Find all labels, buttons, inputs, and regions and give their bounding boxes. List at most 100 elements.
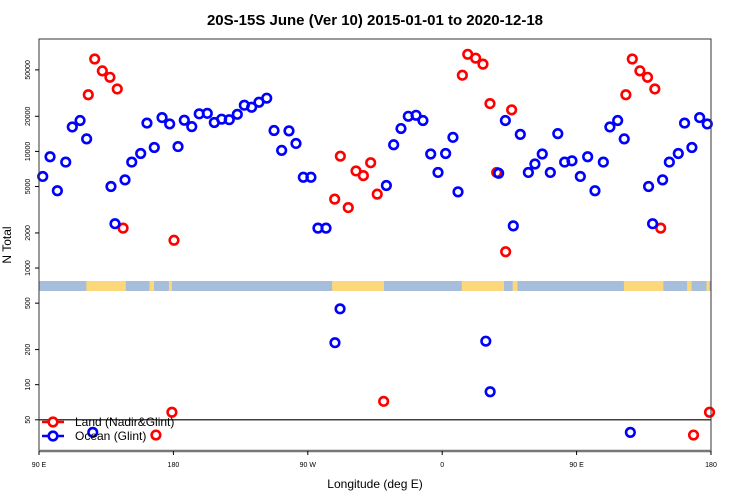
chart-title: 20S-15S June (Ver 10) 2015-01-01 to 2020… <box>207 12 543 29</box>
data-point <box>135 147 147 160</box>
legend-marker <box>47 430 59 442</box>
plot-frame <box>38 38 712 452</box>
legend: Land (Nadir&Glint)Ocean (Glint) <box>42 415 174 443</box>
data-point <box>223 114 235 126</box>
data-point <box>334 150 346 162</box>
data-point <box>357 170 369 182</box>
series-land <box>82 48 716 441</box>
y-tick-label: 20000 <box>25 106 32 126</box>
data-point <box>493 167 505 179</box>
data-point <box>657 174 669 186</box>
data-point <box>642 180 655 193</box>
data-point <box>320 222 332 234</box>
data-point <box>150 429 162 441</box>
data-point <box>156 111 168 124</box>
data-point <box>246 101 258 113</box>
data-point <box>104 71 116 83</box>
data-point <box>686 141 698 154</box>
data-point <box>82 89 94 101</box>
data-point <box>544 166 556 179</box>
data-point <box>178 114 190 126</box>
data-point <box>626 53 638 65</box>
data-point <box>329 337 341 349</box>
data-point <box>641 71 654 83</box>
data-point <box>388 139 400 151</box>
land-segment <box>168 281 172 291</box>
y-tick-label: 50 <box>25 416 32 424</box>
data-point <box>261 92 273 104</box>
data-point <box>74 114 86 127</box>
data-point <box>329 193 341 205</box>
data-point <box>647 218 659 230</box>
data-point <box>395 122 407 135</box>
data-point <box>480 335 492 347</box>
data-point <box>604 121 616 133</box>
y-axis: 50000 20000 10000 5000 2000 1000 500 200 100 50 <box>25 60 39 424</box>
data-point <box>166 406 178 418</box>
data-point <box>51 185 63 197</box>
data-point <box>506 104 518 116</box>
land-segment <box>512 281 518 291</box>
data-point <box>276 144 288 157</box>
data-point <box>109 218 121 230</box>
x-tick-label: 180 <box>705 462 717 469</box>
data-point <box>378 395 390 407</box>
data-point <box>447 131 459 143</box>
data-point <box>477 58 489 70</box>
data-point <box>703 406 716 418</box>
data-point <box>111 83 123 95</box>
data-point <box>432 166 444 179</box>
data-point <box>452 186 464 198</box>
data-points <box>37 48 716 441</box>
data-point <box>201 107 213 119</box>
data-point <box>618 133 630 145</box>
data-point <box>290 137 302 150</box>
x-axis-title: Longitude (deg E) <box>327 477 422 491</box>
y-tick-label: 100 <box>25 379 32 391</box>
data-point <box>620 89 632 101</box>
data-point <box>105 180 117 193</box>
y-tick-label: 200 <box>25 344 32 356</box>
data-point <box>334 303 346 315</box>
x-tick-label: 90 E <box>32 462 47 469</box>
data-point <box>148 141 160 154</box>
x-axis: 90 E 180 90 W 0 90 E 180 <box>32 451 717 469</box>
series-ocean <box>37 92 713 438</box>
data-point <box>663 156 675 168</box>
land-segment <box>623 281 664 291</box>
data-point <box>417 114 429 127</box>
data-point <box>499 114 511 127</box>
y-tick-label: 500 <box>25 297 32 309</box>
legend-label: Ocean (Glint) <box>75 429 146 443</box>
data-point <box>410 109 422 121</box>
data-point <box>536 148 548 160</box>
data-point <box>678 117 691 129</box>
y-tick-label: 5000 <box>25 179 32 195</box>
data-point <box>186 121 198 133</box>
data-point <box>89 53 101 65</box>
data-point <box>672 147 684 160</box>
land-segment <box>86 281 126 291</box>
data-point <box>655 222 667 234</box>
x-tick-label: 90 W <box>300 462 317 469</box>
data-point <box>305 171 317 183</box>
land-segment <box>149 281 154 291</box>
data-point <box>634 65 646 77</box>
legend-label: Land (Nadir&Glint) <box>75 415 174 429</box>
data-point <box>425 148 437 160</box>
data-point <box>552 128 564 140</box>
y-axis-title: N Total <box>0 226 14 263</box>
data-point <box>66 121 78 133</box>
data-point <box>44 151 56 163</box>
data-point <box>87 426 99 438</box>
y-tick-label: 10000 <box>25 142 32 162</box>
y-tick-label: 1000 <box>25 260 32 276</box>
data-point <box>126 156 138 168</box>
data-point <box>514 128 526 140</box>
data-point <box>582 151 594 163</box>
legend-marker <box>47 416 59 428</box>
data-point <box>283 125 295 137</box>
data-point <box>529 158 541 170</box>
land-segment <box>687 281 692 291</box>
